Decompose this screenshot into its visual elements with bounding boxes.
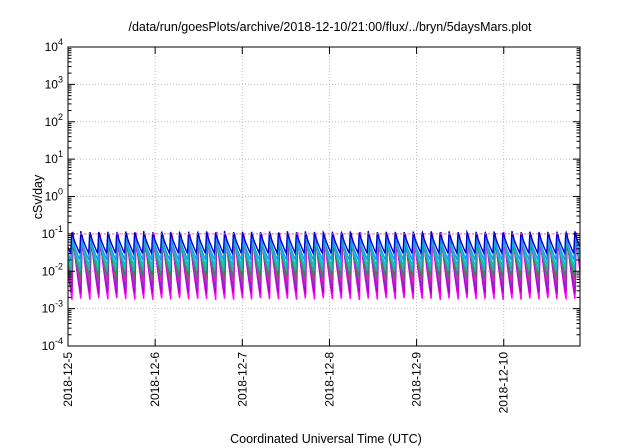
x-tick-label: 2018-12-10 (497, 352, 511, 414)
y-tick-label: 101 (45, 149, 63, 166)
ticks (67, 46, 580, 347)
y-tick-label: 100 (45, 187, 63, 204)
y-tick-label: 10-4 (42, 336, 63, 353)
y-tick-labels: 104 103 102 101 100 10-1 10-2 10-3 10-4 (42, 37, 63, 353)
series-line (67, 229, 581, 256)
x-tick-label: 2018-12-6 (148, 352, 162, 407)
grid (68, 47, 580, 346)
plot-area (67, 46, 581, 347)
x-tick-label: 2018-12-9 (410, 352, 424, 407)
chart-title: /data/run/goesPlots/archive/2018-12-10/2… (128, 20, 532, 34)
series-layer (67, 229, 581, 301)
y-axis-label: cSv/day (31, 174, 45, 219)
x-tick-label: 2018-12-7 (235, 352, 249, 407)
x-axis-label: Coordinated Universal Time (UTC) (230, 432, 422, 446)
y-tick-label: 10-3 (42, 299, 63, 316)
y-tick-label: 10-1 (42, 224, 63, 241)
x-tick-label: 2018-12-8 (322, 352, 336, 407)
y-tick-label: 104 (45, 37, 63, 54)
y-tick-label: 103 (45, 74, 63, 91)
series-line (67, 234, 581, 263)
y-tick-label: 102 (45, 112, 63, 129)
x-tick-labels: 2018-12-5 2018-12-6 2018-12-7 2018-12-8 2018… (61, 352, 511, 414)
y-tick-label: 10-2 (42, 261, 63, 278)
x-tick-label: 2018-12-5 (61, 352, 75, 407)
